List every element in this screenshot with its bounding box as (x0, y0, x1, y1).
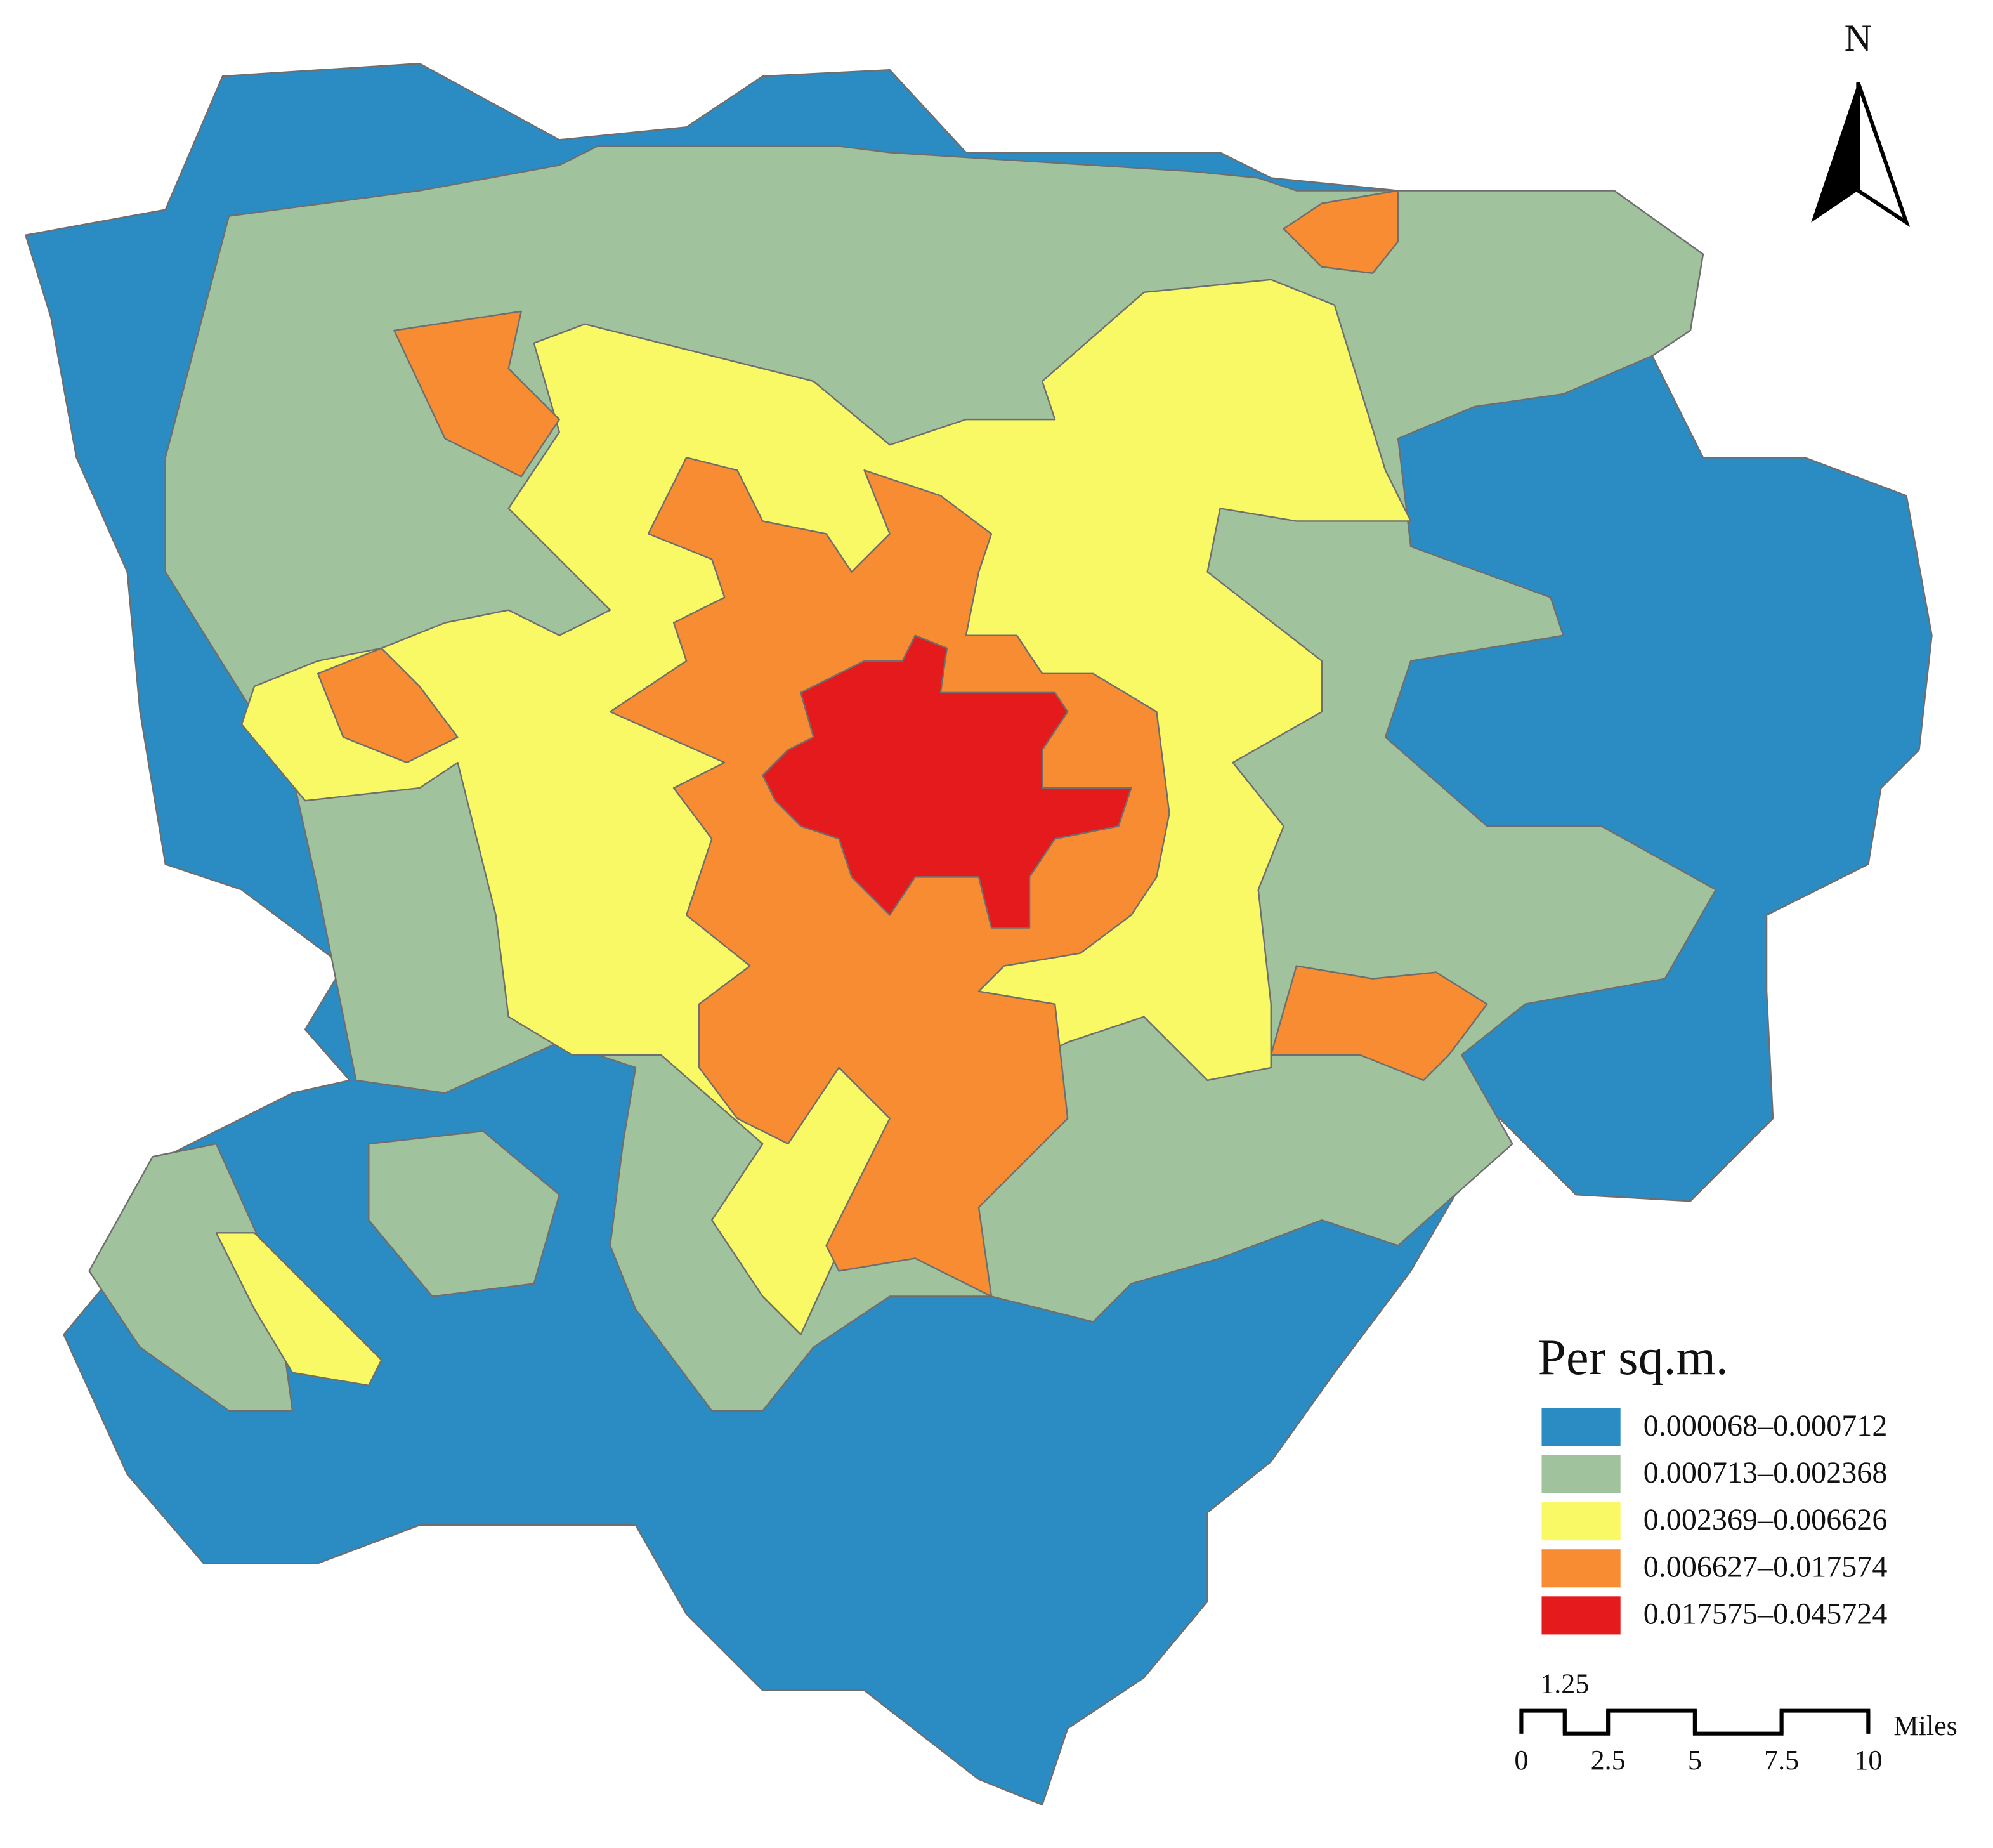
scale-label: 1.25 (1540, 1668, 1589, 1700)
scale-label: 2.5 (1591, 1745, 1626, 1776)
scale-label: 7.5 (1764, 1745, 1799, 1776)
legend-swatch (1541, 1502, 1621, 1541)
legend-label: 0.000068–0.000712 (1643, 1409, 1888, 1443)
region (1270, 965, 1488, 1082)
region (215, 1232, 382, 1386)
region (1283, 190, 1399, 274)
arrow-right (1856, 82, 1911, 227)
scale-label: 0 (1514, 1745, 1528, 1776)
region (393, 310, 561, 478)
legend-label: 0.002369–0.006626 (1643, 1503, 1888, 1537)
legend-swatch (1541, 1408, 1621, 1446)
legend-label: 0.017575–0.045724 (1643, 1597, 1888, 1630)
legend-swatch (1541, 1549, 1621, 1588)
scale-label: 10 (1854, 1745, 1882, 1776)
region (762, 634, 1132, 929)
legend-label: 0.000713–0.002368 (1643, 1456, 1888, 1490)
scale-bar: 0 1.25 2.5 5 7.5 10 Miles (1514, 1668, 1957, 1776)
legend-swatch (1541, 1596, 1621, 1635)
scale-unit: Miles (1893, 1710, 1957, 1741)
north-label: N (1845, 17, 1872, 60)
legend-label: 0.006627–0.017574 (1643, 1550, 1888, 1583)
north-arrow: N (1811, 17, 1911, 227)
regions (25, 62, 1933, 1806)
legend-title: Per sq.m. (1538, 1330, 1728, 1386)
arrow-left (1811, 82, 1859, 223)
legend-swatch (1541, 1455, 1621, 1494)
region (368, 1130, 561, 1297)
scale-line (1519, 1708, 1871, 1736)
scale-label: 5 (1688, 1745, 1702, 1776)
legend: 0.000068–0.000712 0.000713–0.002368 0.0023… (1541, 1408, 1887, 1635)
region (317, 647, 459, 764)
